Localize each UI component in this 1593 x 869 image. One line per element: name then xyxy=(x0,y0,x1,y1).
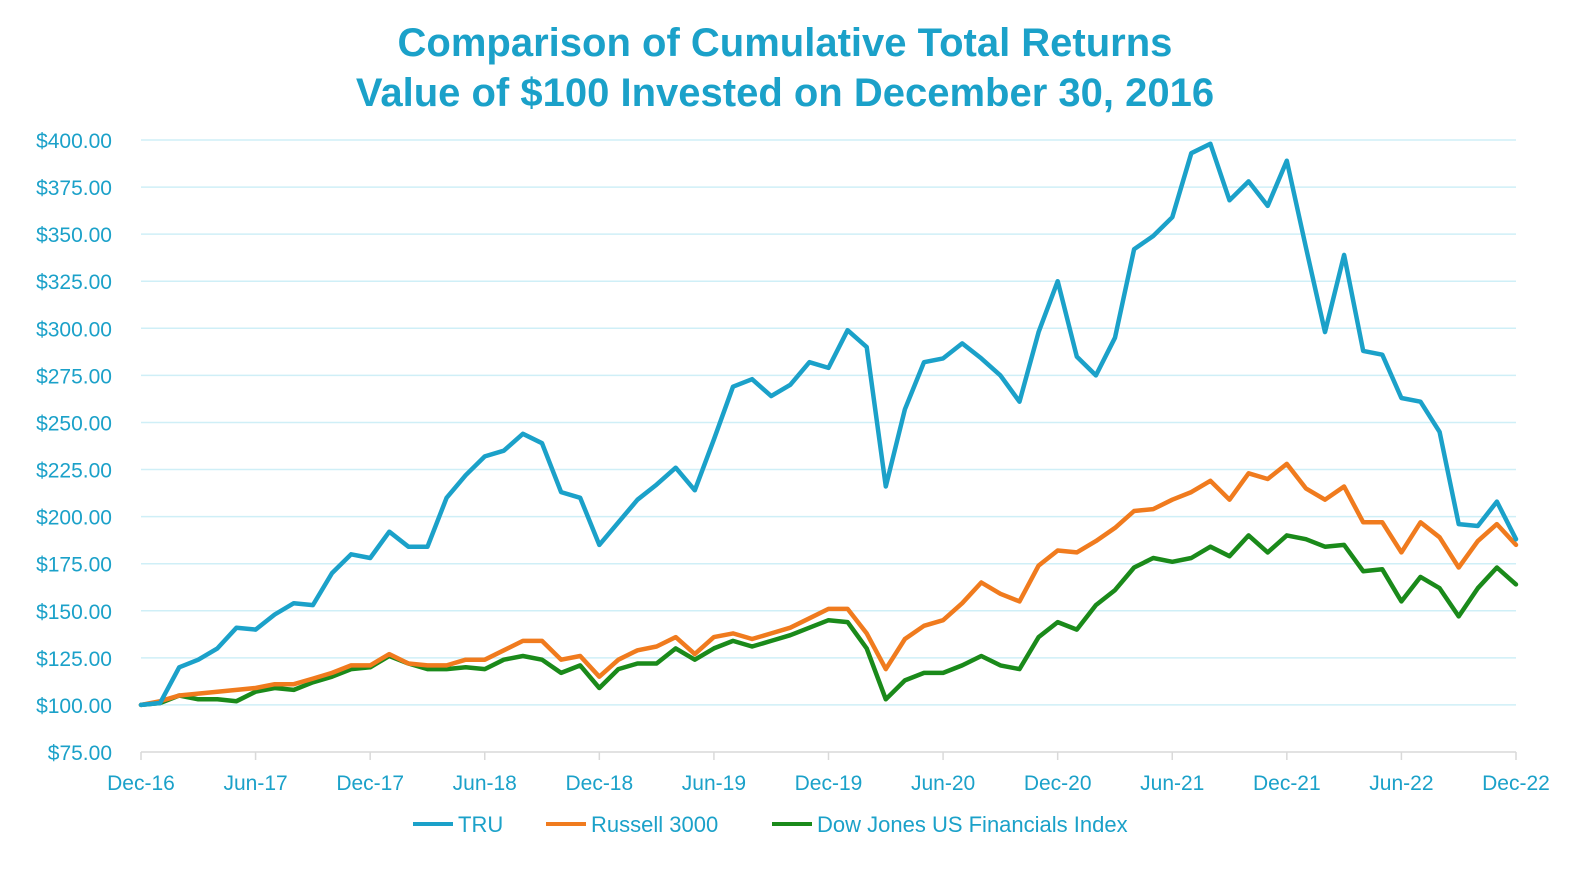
y-tick-label: $300.00 xyxy=(36,318,112,341)
y-tick-label: $325.00 xyxy=(36,271,112,294)
x-tick-label: Jun-21 xyxy=(1140,772,1204,795)
series-line-russell-3000 xyxy=(138,461,1519,708)
gridlines xyxy=(141,139,1516,753)
y-tick-label: $200.00 xyxy=(36,507,112,530)
y-tick-label: $375.00 xyxy=(36,177,112,200)
x-tick-label: Jun-18 xyxy=(453,772,517,795)
y-tick-label: $75.00 xyxy=(48,742,112,765)
y-tick-label: $350.00 xyxy=(36,224,112,247)
y-axis: $75.00 $100.00 $125.00 $150.00 $175.00 $200.0… xyxy=(36,130,112,765)
y-tick-label: $175.00 xyxy=(36,554,112,577)
y-tick-label: $150.00 xyxy=(36,601,112,624)
y-tick-label: $125.00 xyxy=(36,648,112,671)
x-tick-label: Dec-22 xyxy=(1482,772,1550,795)
x-tick-label: Dec-20 xyxy=(1024,772,1092,795)
legend-label-tru: TRU xyxy=(458,812,503,837)
y-tick-label: $250.00 xyxy=(36,412,112,435)
series-line-tru xyxy=(138,141,1519,708)
x-tick-label: Jun-22 xyxy=(1369,772,1433,795)
y-tick-label: $400.00 xyxy=(36,130,112,153)
legend: TRU Russell 3000 Dow Jones US Financials… xyxy=(413,812,1128,837)
x-tick-label: Dec-19 xyxy=(795,772,863,795)
x-tick-label: Jun-17 xyxy=(223,772,287,795)
y-tick-label: $275.00 xyxy=(36,365,112,388)
chart-title: Comparison of Cumulative Total Returns xyxy=(398,21,1173,65)
x-tick-label: Dec-17 xyxy=(336,772,404,795)
chart-subtitle: Value of $100 Invested on December 30, 2… xyxy=(356,71,1214,115)
legend-label-russell-3000: Russell 3000 xyxy=(591,812,718,837)
x-tick-label: Dec-18 xyxy=(565,772,633,795)
y-tick-label: $225.00 xyxy=(36,460,112,483)
legend-label-dow-jones: Dow Jones US Financials Index xyxy=(817,812,1128,837)
x-axis: Dec-16 Jun-17 Dec-17 Jun-18 Dec-18 Jun-19 Dec-… xyxy=(107,752,1550,795)
series-lines xyxy=(138,141,1519,708)
x-tick-label: Jun-19 xyxy=(682,772,746,795)
x-tick-label: Jun-20 xyxy=(911,772,975,795)
x-tick-label: Dec-16 xyxy=(107,772,175,795)
x-tick-label: Dec-21 xyxy=(1253,772,1321,795)
y-tick-label: $100.00 xyxy=(36,695,112,718)
